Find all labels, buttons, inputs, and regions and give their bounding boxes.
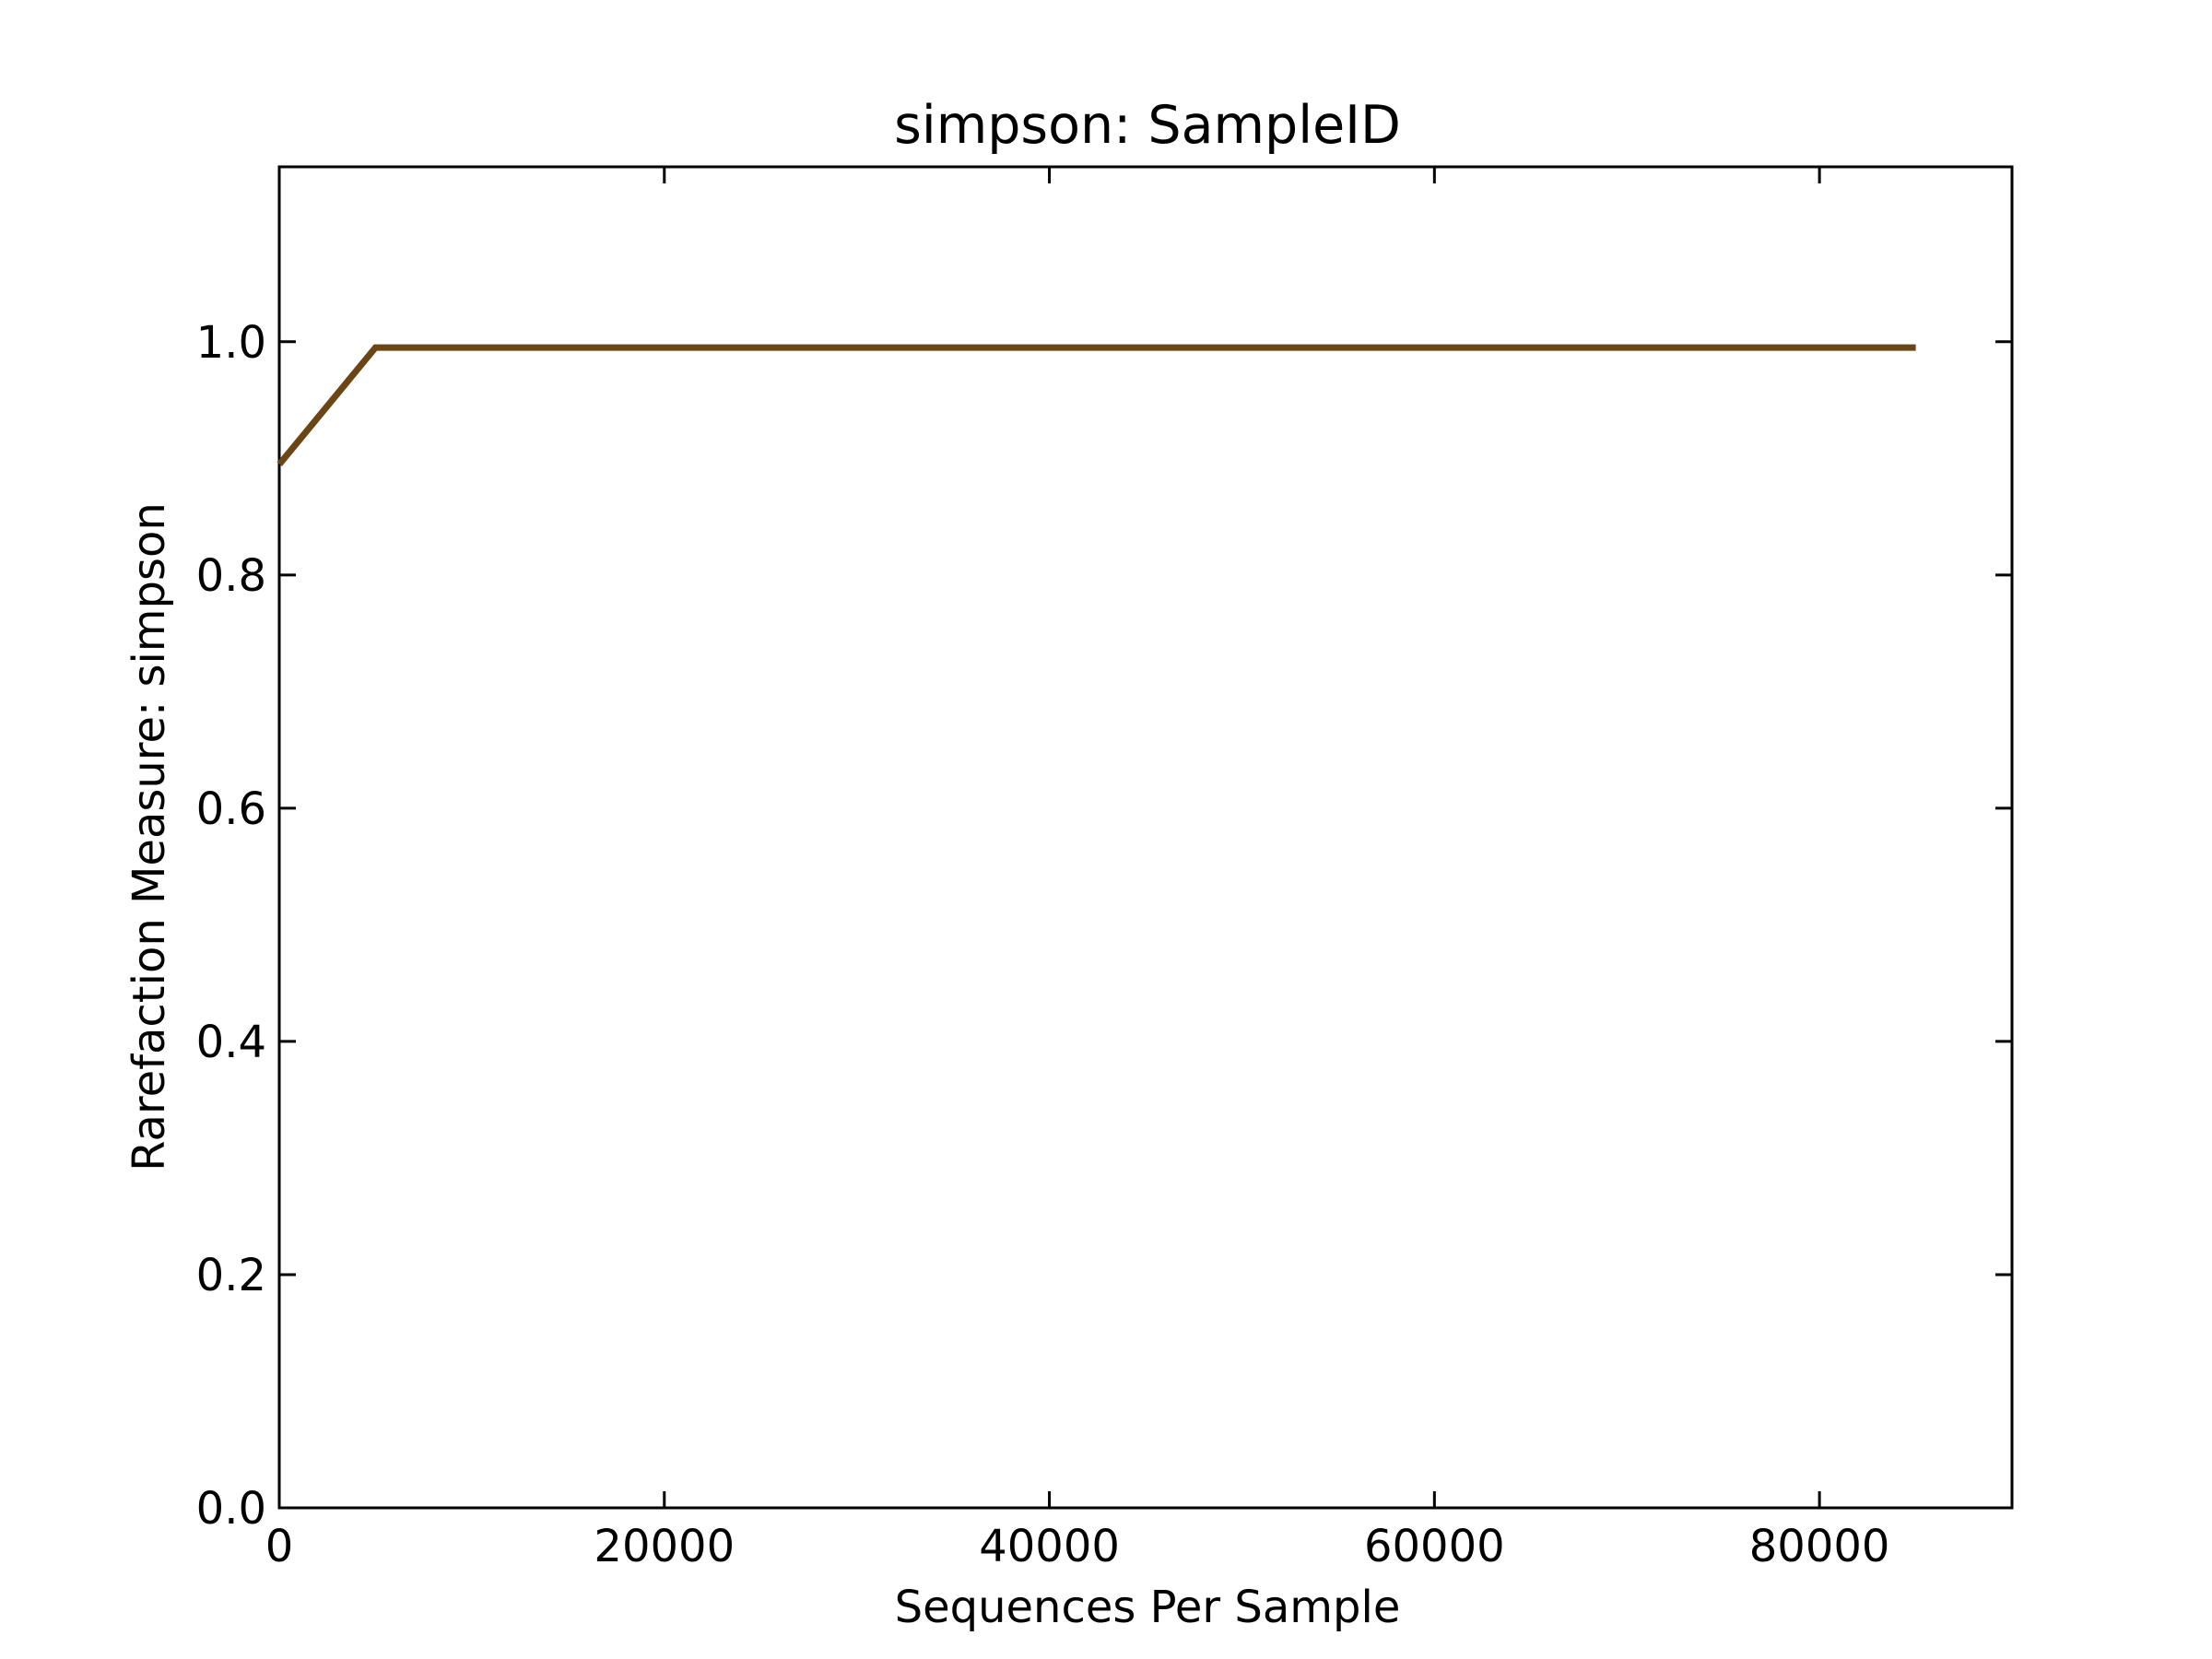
x-tick-label: 0	[265, 1521, 294, 1572]
x-tick-label: 60000	[1364, 1521, 1505, 1572]
plot-area	[276, 165, 2014, 1510]
y-tick-label: 0.2	[196, 1250, 266, 1301]
series-layer	[276, 344, 1916, 466]
y-axis-tick-labels: 0.0 0.2 0.4 0.6 0.8 1.0	[196, 317, 266, 1535]
y-tick-label: 1.0	[196, 317, 266, 369]
y-axis-ticks	[279, 340, 2012, 1510]
plot-frame	[277, 165, 2014, 1510]
x-tick-label: 20000	[594, 1521, 735, 1572]
x-axis-label: Sequences Per Sample	[895, 1582, 1401, 1633]
series-line	[276, 344, 1916, 466]
y-axis-label: Rarefaction Measure: simpson	[124, 502, 175, 1171]
x-tick-label: 80000	[1749, 1521, 1890, 1572]
y-tick-label: 0.4	[196, 1017, 266, 1068]
y-tick-label: 0.0	[196, 1483, 266, 1535]
x-tick-label: 40000	[979, 1521, 1120, 1572]
x-axis-ticks	[277, 167, 1821, 1508]
y-tick-label: 0.6	[196, 783, 266, 835]
x-axis-tick-labels: 0 20000 40000 60000 80000	[265, 1521, 1890, 1572]
chart-title: simpson: SampleID	[894, 95, 1401, 156]
y-tick-label: 0.8	[196, 550, 266, 602]
